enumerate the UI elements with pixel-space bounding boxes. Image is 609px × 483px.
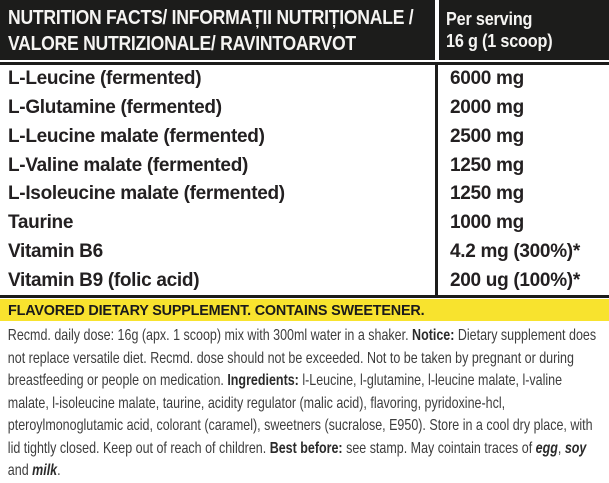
nutrition-header: NUTRITION FACTS/ INFORMAȚII NUTRIȚIONALE…: [0, 0, 609, 60]
banner-text: FLAVORED DIETARY SUPPLEMENT. CONTAINS SW…: [8, 301, 425, 319]
nutrient-name: Taurine: [8, 212, 74, 234]
flavored-supplement-banner: FLAVORED DIETARY SUPPLEMENT. CONTAINS SW…: [0, 299, 609, 321]
serving-line2: 16 g (1 scoop): [446, 31, 553, 51]
bottom-rule: [0, 295, 609, 298]
nutrient-name: L-Leucine (fermented): [8, 68, 202, 90]
serving-info-block: Per serving 16 g (1 scoop): [439, 0, 609, 60]
fine-print-text: Recmd. daily dose: 16g (apx. 1 scoop) mi…: [7, 327, 597, 479]
nutrient-amount: 6000 mg: [435, 65, 609, 94]
serving-line1: Per serving: [446, 9, 533, 29]
table-row: L-Leucine (fermented) 6000 mg: [0, 65, 609, 94]
nutrient-name: L-Valine malate (fermented): [8, 154, 249, 176]
nutrient-name: Vitamin B6: [8, 240, 103, 262]
nutrient-amount: 4.2 mg (300%)*: [435, 237, 609, 267]
banner-gap-line: [0, 298, 609, 299]
nutrient-amount: 1000 mg: [435, 208, 609, 238]
header-title-line1: NUTRITION FACTS/ INFORMAȚII NUTRIȚIONALE…: [8, 7, 414, 29]
nutrient-name: L-Isoleucine malate (fermented): [8, 183, 285, 205]
nutrient-name: L-Leucine malate (fermented): [8, 125, 265, 147]
fine-print-section: Recmd. daily dose: 16g (apx. 1 scoop) mi…: [0, 321, 609, 483]
table-row: L-Valine malate (fermented) 1250 mg: [0, 151, 609, 180]
table-row: L-Leucine malate (fermented) 2500 mg: [0, 122, 609, 152]
nutrition-table-body: L-Leucine (fermented) 6000 mg L-Glutamine …: [0, 65, 609, 295]
nutrient-name: L-Glutamine (fermented): [8, 97, 222, 119]
table-row: Vitamin B9 (folic acid) 200 ug (100%)*: [0, 266, 609, 295]
header-column-divider: [435, 0, 439, 60]
top-rule: [0, 62, 609, 65]
table-row: L-Isoleucine malate (fermented) 1250 mg: [0, 180, 609, 209]
nutrient-amount: 1250 mg: [435, 151, 609, 180]
nutrient-amount: 2000 mg: [435, 93, 609, 123]
table-row: Taurine 1000 mg: [0, 208, 609, 238]
header-gap-line: [0, 60, 609, 62]
nutrient-amount: 1250 mg: [435, 180, 609, 209]
table-row: Vitamin B6 4.2 mg (300%)*: [0, 237, 609, 267]
header-title-block: NUTRITION FACTS/ INFORMAȚII NUTRIȚIONALE…: [0, 0, 435, 60]
table-row: L-Glutamine (fermented) 2000 mg: [0, 93, 609, 123]
nutrient-name: Vitamin B9 (folic acid): [8, 269, 200, 291]
nutrient-amount: 2500 mg: [435, 122, 609, 152]
nutrient-amount: 200 ug (100%)*: [435, 266, 609, 295]
header-title-line2: VALORE NUTRIZIONALE/ RAVINTOARVOT: [8, 33, 356, 55]
